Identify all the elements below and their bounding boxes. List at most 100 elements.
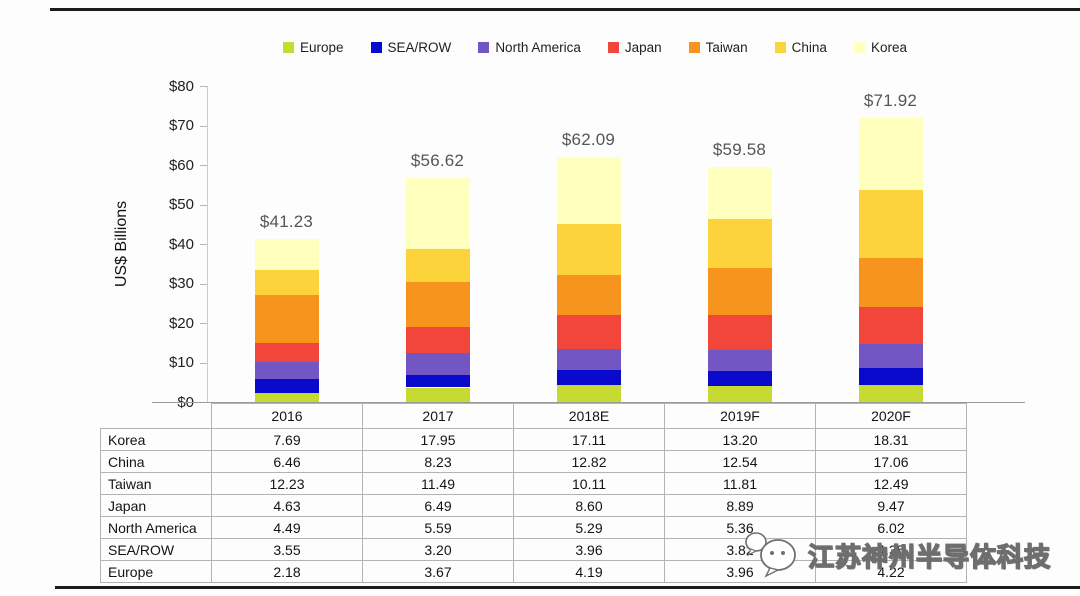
bar-total-label: $41.23: [259, 212, 314, 232]
bar-segment-europe: [556, 385, 621, 402]
y-tick-label: $10: [168, 354, 194, 371]
table-row: SEA/ROW 3.55 3.20 3.96 3.82 4.35: [100, 538, 967, 561]
y-tick-mark: [200, 125, 207, 127]
table-value-cell: 2.18: [211, 560, 363, 583]
legend-item: Europe: [283, 40, 344, 55]
bar-segment-japan: [405, 327, 470, 353]
top-divider: [50, 8, 1080, 11]
legend-item-label: Taiwan: [705, 40, 748, 55]
legend-item-label: SEA/ROW: [387, 40, 452, 55]
table-header-row: 2016 2017 2018E 2019F 2020F: [101, 403, 967, 429]
bar-segment-north-america: [707, 350, 772, 372]
bar-segment-sea-row: [405, 374, 470, 388]
table-value-cell: 4.35: [815, 538, 967, 561]
bar-total-label: $59.58: [712, 139, 767, 159]
bar-segment-sea-row: [707, 371, 772, 387]
table-value-cell: 6.02: [815, 516, 967, 539]
table-row: Japan 4.63 6.49 8.60 8.89 9.47: [100, 494, 967, 517]
table-row-label: SEA/ROW: [100, 538, 212, 561]
bar-segment-china: [858, 190, 923, 258]
legend-swatch-icon: [478, 42, 490, 53]
legend-item: Taiwan: [688, 40, 748, 55]
bar-segment-japan: [707, 314, 772, 351]
bar-segment-taiwan: [858, 257, 923, 307]
table-value-cell: 17.95: [362, 428, 514, 451]
legend-item: China: [774, 40, 827, 55]
table-value-cell: 3.96: [664, 560, 816, 583]
table-year-header: 2020F: [815, 403, 967, 429]
table-year-header: 2019F: [664, 403, 816, 429]
legend-item: North America: [478, 40, 581, 55]
y-tick-mark: [200, 283, 207, 285]
y-tick-mark: [200, 165, 207, 166]
bar-total-label: $62.09: [561, 129, 616, 149]
table-value-cell: 9.47: [815, 494, 967, 517]
bar-segment-japan: [556, 314, 621, 349]
bar-segment-japan: [254, 343, 319, 362]
table-value-cell: 3.20: [362, 538, 514, 561]
table-year-header: 2018E: [513, 403, 665, 429]
data-table: 2016 2017 2018E 2019F 2020F Korea 7.69 17.95 17…: [100, 403, 967, 583]
legend-swatch-icon: [283, 42, 294, 53]
table-value-cell: 3.55: [211, 538, 363, 561]
bar-segment-north-america: [858, 344, 923, 369]
table-value-cell: 3.67: [362, 560, 514, 583]
y-tick-label: $60: [168, 156, 194, 174]
table-value-cell: 4.22: [815, 560, 967, 583]
table-value-cell: 12.23: [211, 472, 363, 495]
table-value-cell: 12.82: [513, 450, 665, 473]
y-axis-line: [207, 86, 208, 402]
legend-item-label: Europe: [300, 40, 344, 55]
chart-legend: Europe SEA/ROW North America Japan Taiwan Chi…: [170, 40, 1020, 55]
table-row: Europe 2.18 3.67 4.19 3.96 4.22: [100, 560, 967, 583]
y-axis-label: US$ Billions: [113, 200, 130, 288]
table-year-header: 2016: [211, 403, 363, 429]
bar-segment-sea-row: [858, 368, 923, 386]
y-tick-mark: [200, 204, 207, 206]
bar-segment-north-america: [254, 361, 319, 380]
bar-total-label: $71.92: [863, 90, 918, 110]
bar-segment-europe: [254, 393, 319, 402]
table-value-cell: 7.69: [211, 428, 363, 451]
table-value-cell: 13.20: [664, 428, 816, 451]
table-row: North America 4.49 5.59 5.29 5.36 6.02: [100, 516, 967, 539]
table-value-cell: 10.11: [513, 472, 665, 495]
table-value-cell: 12.49: [815, 472, 967, 495]
table-value-cell: 17.11: [513, 428, 665, 451]
table-value-cell: 6.46: [211, 450, 363, 473]
legend-item-label: Korea: [870, 40, 907, 55]
bar-segment-china: [405, 249, 470, 282]
table-value-cell: 8.60: [513, 494, 665, 517]
bar-segment-sea-row: [556, 369, 621, 386]
y-tick-mark: [200, 244, 207, 245]
bar-segment-korea: [254, 239, 319, 270]
y-tick-label: $70: [168, 117, 194, 134]
y-tick-label: $80: [168, 77, 194, 95]
y-tick-label: $20: [168, 314, 194, 332]
table-value-cell: 5.59: [362, 516, 514, 539]
table-row-label: China: [100, 450, 212, 473]
table-value-cell: 12.54: [664, 450, 816, 473]
table-value-cell: 5.36: [664, 516, 816, 539]
y-tick-label: $40: [168, 235, 194, 253]
legend-swatch-icon: [853, 42, 865, 53]
table-value-cell: 11.81: [664, 472, 816, 495]
bar-segment-korea: [707, 166, 772, 219]
bar-segment-taiwan: [254, 295, 319, 344]
legend-item: Japan: [607, 40, 662, 55]
bar-segment-europe: [858, 385, 923, 402]
table-value-cell: 8.23: [362, 450, 514, 473]
legend-swatch-icon: [774, 42, 786, 53]
bar-segment-taiwan: [707, 268, 772, 315]
bar-segment-china: [707, 218, 772, 269]
table-row-label: North America: [100, 516, 212, 539]
legend-item: SEA/ROW: [370, 40, 452, 55]
table-value-cell: 4.63: [211, 494, 363, 517]
table-value-cell: 17.06: [815, 450, 967, 473]
table-value-cell: 6.49: [362, 494, 514, 517]
y-tick-label: $30: [168, 275, 194, 292]
legend-item-label: Japan: [624, 40, 662, 55]
table-value-cell: 3.82: [664, 538, 816, 561]
bar-segment-europe: [707, 386, 772, 402]
table-value-cell: 8.89: [664, 494, 816, 517]
